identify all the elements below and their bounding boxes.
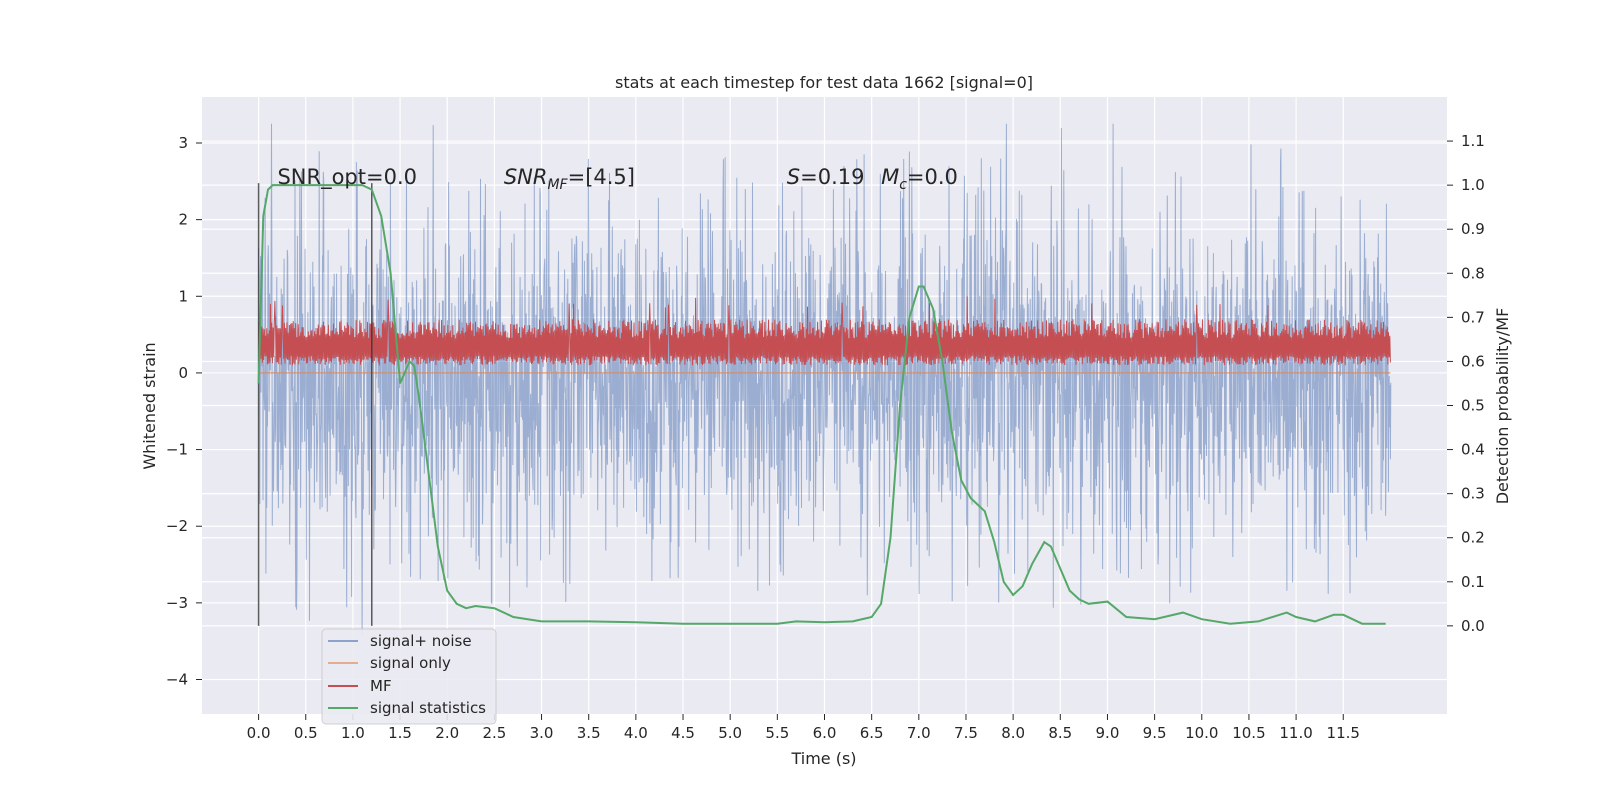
x-tick-label: 0.5 [294, 724, 318, 742]
x-tick-label: 0.0 [247, 724, 271, 742]
mf-series [258, 296, 1391, 366]
x-tick-label: 3.5 [577, 724, 601, 742]
annotation-subscript: MF [547, 177, 568, 193]
signal-statistics-line [257, 184, 1386, 625]
y-right-tick-label: 0.6 [1461, 352, 1485, 370]
y-right-tick-label: 0.7 [1461, 308, 1485, 326]
x-tick-label: 4.0 [624, 724, 648, 742]
annotation-tail: =0.19 [800, 165, 864, 189]
chart-title: stats at each timestep for test data 166… [615, 73, 1033, 92]
legend: signal+ noise signal only MF signal stat… [321, 628, 497, 725]
x-tick-label: 2.5 [482, 724, 506, 742]
annotation-main-text: SNR [504, 165, 548, 189]
annotation-snr_mf: SNRMF=[4.5] [504, 165, 635, 193]
y-right-tick-label: 0.3 [1461, 485, 1485, 503]
signal-statistics-series [257, 184, 1386, 625]
vertical-markers [257, 183, 373, 626]
x-tick-label: 9.5 [1143, 724, 1167, 742]
x-tick-label: 4.5 [671, 724, 695, 742]
x-tick-label: 6.0 [813, 724, 837, 742]
y-left-tick-label: −3 [166, 594, 188, 612]
y-right-tick-label: 0.4 [1461, 441, 1485, 459]
legend-label-signal-statistics: signal statistics [370, 699, 486, 717]
y-right-tick-label: 0.9 [1461, 220, 1485, 238]
x-tick-label: 11.0 [1279, 724, 1312, 742]
annotation-tail: =[4.5] [568, 165, 635, 189]
annotation-subscript: c [899, 177, 907, 193]
x-tick-label: 8.5 [1048, 724, 1072, 742]
x-tick-label: 8.0 [1001, 724, 1025, 742]
x-tick-label: 7.5 [954, 724, 978, 742]
x-tick-label: 3.0 [530, 724, 554, 742]
y-right-tick-label: 1.0 [1461, 176, 1485, 194]
x-tick-label: 10.0 [1185, 724, 1218, 742]
y-left-tick-label: −4 [166, 671, 188, 689]
annotation-tail: =0.0 [907, 165, 958, 189]
legend-box [321, 628, 497, 725]
y-left-ticks: 3 2 1 0 −1 −2 −3 −4 [166, 134, 202, 689]
y-left-tick-label: 2 [178, 211, 188, 229]
y-axis-right-label: Detection probability/MF [1493, 308, 1512, 505]
y-right-tick-label: 0.1 [1461, 573, 1485, 591]
y-right-tick-label: 0.8 [1461, 264, 1485, 282]
y-right-tick-label: 1.1 [1461, 132, 1485, 150]
mf-line [258, 296, 1391, 366]
legend-label-mf: MF [370, 677, 392, 695]
y-right-ticks: 1.1 1.0 0.9 0.8 0.7 0.6 0.5 0.4 0.3 0.2 0.1 0.0 [1447, 132, 1485, 635]
y-right-tick-label: 0.0 [1461, 617, 1485, 635]
y-left-tick-label: −1 [166, 441, 188, 459]
legend-label-signal-noise: signal+ noise [370, 632, 472, 650]
y-left-tick-label: 1 [178, 287, 188, 305]
x-tick-label: 5.5 [765, 724, 789, 742]
annotation-s_val: S=0.19 [787, 165, 865, 189]
annotation-mc_val: Mc=0.0 [881, 165, 958, 193]
x-axis-label: Time (s) [790, 749, 856, 768]
annotation-snr_opt: SNR_opt=0.0 [277, 165, 417, 190]
annotation-main-text: S [787, 165, 800, 189]
annotation-main-text: SNR_opt=0.0 [277, 165, 417, 190]
x-tick-label: 11.5 [1327, 724, 1360, 742]
x-tick-label: 10.5 [1232, 724, 1265, 742]
x-tick-label: 2.0 [435, 724, 459, 742]
x-tick-label: 5.0 [718, 724, 742, 742]
y-right-tick-label: 0.2 [1461, 529, 1485, 547]
annotations: SNR_opt=0.0 SNRMF=[4.5] S=0.19 Mc=0.0 [277, 165, 957, 193]
y-axis-left-label: Whitened strain [140, 342, 159, 469]
x-tick-label: 6.5 [860, 724, 884, 742]
x-tick-label: 9.0 [1096, 724, 1120, 742]
y-left-tick-label: −2 [166, 517, 188, 535]
x-tick-label: 1.5 [388, 724, 412, 742]
annotation-main-text: M [881, 165, 899, 189]
legend-label-signal-only: signal only [370, 654, 451, 672]
y-left-tick-label: 0 [178, 364, 188, 382]
y-right-tick-label: 0.5 [1461, 397, 1485, 415]
x-tick-label: 1.0 [341, 724, 365, 742]
x-ticks: 0.0 0.5 1.0 1.5 2.0 2.5 3.0 3.5 4.0 4.5 5.0 5.5 6.0 6… [247, 714, 1360, 742]
y-left-tick-label: 3 [178, 134, 188, 152]
x-tick-label: 7.0 [907, 724, 931, 742]
